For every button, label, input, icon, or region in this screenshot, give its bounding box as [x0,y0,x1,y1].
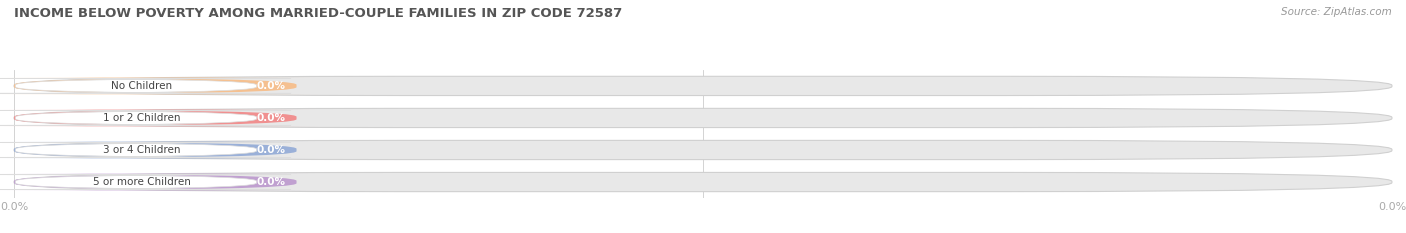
FancyBboxPatch shape [0,110,318,126]
FancyBboxPatch shape [14,76,1392,96]
FancyBboxPatch shape [14,140,1392,160]
Text: 0.0%: 0.0% [256,177,285,187]
Text: 1 or 2 Children: 1 or 2 Children [103,113,180,123]
FancyBboxPatch shape [0,78,318,94]
Text: 3 or 4 Children: 3 or 4 Children [103,145,180,155]
FancyBboxPatch shape [0,142,318,158]
Text: 0.0%: 0.0% [256,113,285,123]
Text: No Children: No Children [111,81,172,91]
Text: 0.0%: 0.0% [256,81,285,91]
FancyBboxPatch shape [14,108,1392,128]
FancyBboxPatch shape [0,143,291,157]
Text: 5 or more Children: 5 or more Children [93,177,190,187]
Text: 0.0%: 0.0% [256,145,285,155]
FancyBboxPatch shape [0,79,291,93]
FancyBboxPatch shape [0,175,291,189]
FancyBboxPatch shape [0,174,318,190]
FancyBboxPatch shape [0,111,291,125]
Text: INCOME BELOW POVERTY AMONG MARRIED-COUPLE FAMILIES IN ZIP CODE 72587: INCOME BELOW POVERTY AMONG MARRIED-COUPL… [14,7,623,20]
FancyBboxPatch shape [14,172,1392,192]
Text: Source: ZipAtlas.com: Source: ZipAtlas.com [1281,7,1392,17]
